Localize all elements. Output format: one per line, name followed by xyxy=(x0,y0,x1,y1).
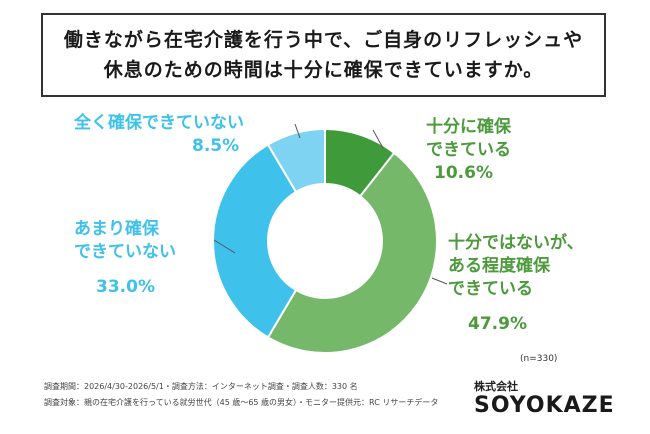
label-not-really: あまり確保 できていない xyxy=(74,218,176,264)
label-not-really-line-1: あまり確保 xyxy=(74,219,159,239)
label-sufficient-line-1: 十分に確保 xyxy=(426,117,511,137)
sample-size: (n=330) xyxy=(520,354,558,364)
title-line-1: 働きながら在宅介護を行う中で、ご自身のリフレッシュや xyxy=(63,29,584,51)
footer-line-1: 調査期間：2026/4/30-2026/5/1・調査方法：インターネット調査・調… xyxy=(44,382,358,391)
label-sufficient-line-2: できている xyxy=(426,140,511,160)
value-not-at-all: 8.5% xyxy=(192,136,240,156)
company-logo: SOYOKAZE xyxy=(474,393,615,418)
leader-line-somewhat xyxy=(431,277,448,285)
label-sufficient: 十分に確保 できている 10.6% xyxy=(426,116,511,185)
title-box: 働きながら在宅介護を行う中で、ご自身のリフレッシュや 休息のための時間は十分に確… xyxy=(41,13,606,97)
company-label: 株式会社 xyxy=(474,380,518,393)
value-not-really: 33.0% xyxy=(96,277,155,297)
leader-line-not-really xyxy=(213,239,236,254)
leader-line-sufficient xyxy=(372,129,384,149)
footer-line-2: 調査対象：親の在宅介護を行っている就労世代（45 歳～65 歳の男女）・モニター… xyxy=(44,398,439,407)
slice-not-at-all xyxy=(266,127,326,194)
slice-not-really xyxy=(212,143,298,339)
label-somewhat: 十分ではないが、 ある程度確保 できている xyxy=(448,232,584,301)
value-somewhat: 47.9% xyxy=(468,314,527,334)
title-line-2: 休息のための時間は十分に確保できていますか。 xyxy=(103,59,544,81)
value-sufficient: 10.6% xyxy=(434,163,493,183)
label-somewhat-line-1: 十分ではないが、 xyxy=(448,233,584,253)
leader-line-not-at-all xyxy=(294,123,301,139)
label-somewhat-line-2: ある程度確保 xyxy=(448,256,550,276)
label-not-at-all: 全く確保できていない 8.5% xyxy=(74,112,244,158)
slice-somewhat xyxy=(266,151,438,354)
label-not-at-all-line-1: 全く確保できていない xyxy=(74,113,244,133)
label-not-really-line-2: できていない xyxy=(74,242,176,262)
label-somewhat-line-3: できている xyxy=(448,279,533,299)
